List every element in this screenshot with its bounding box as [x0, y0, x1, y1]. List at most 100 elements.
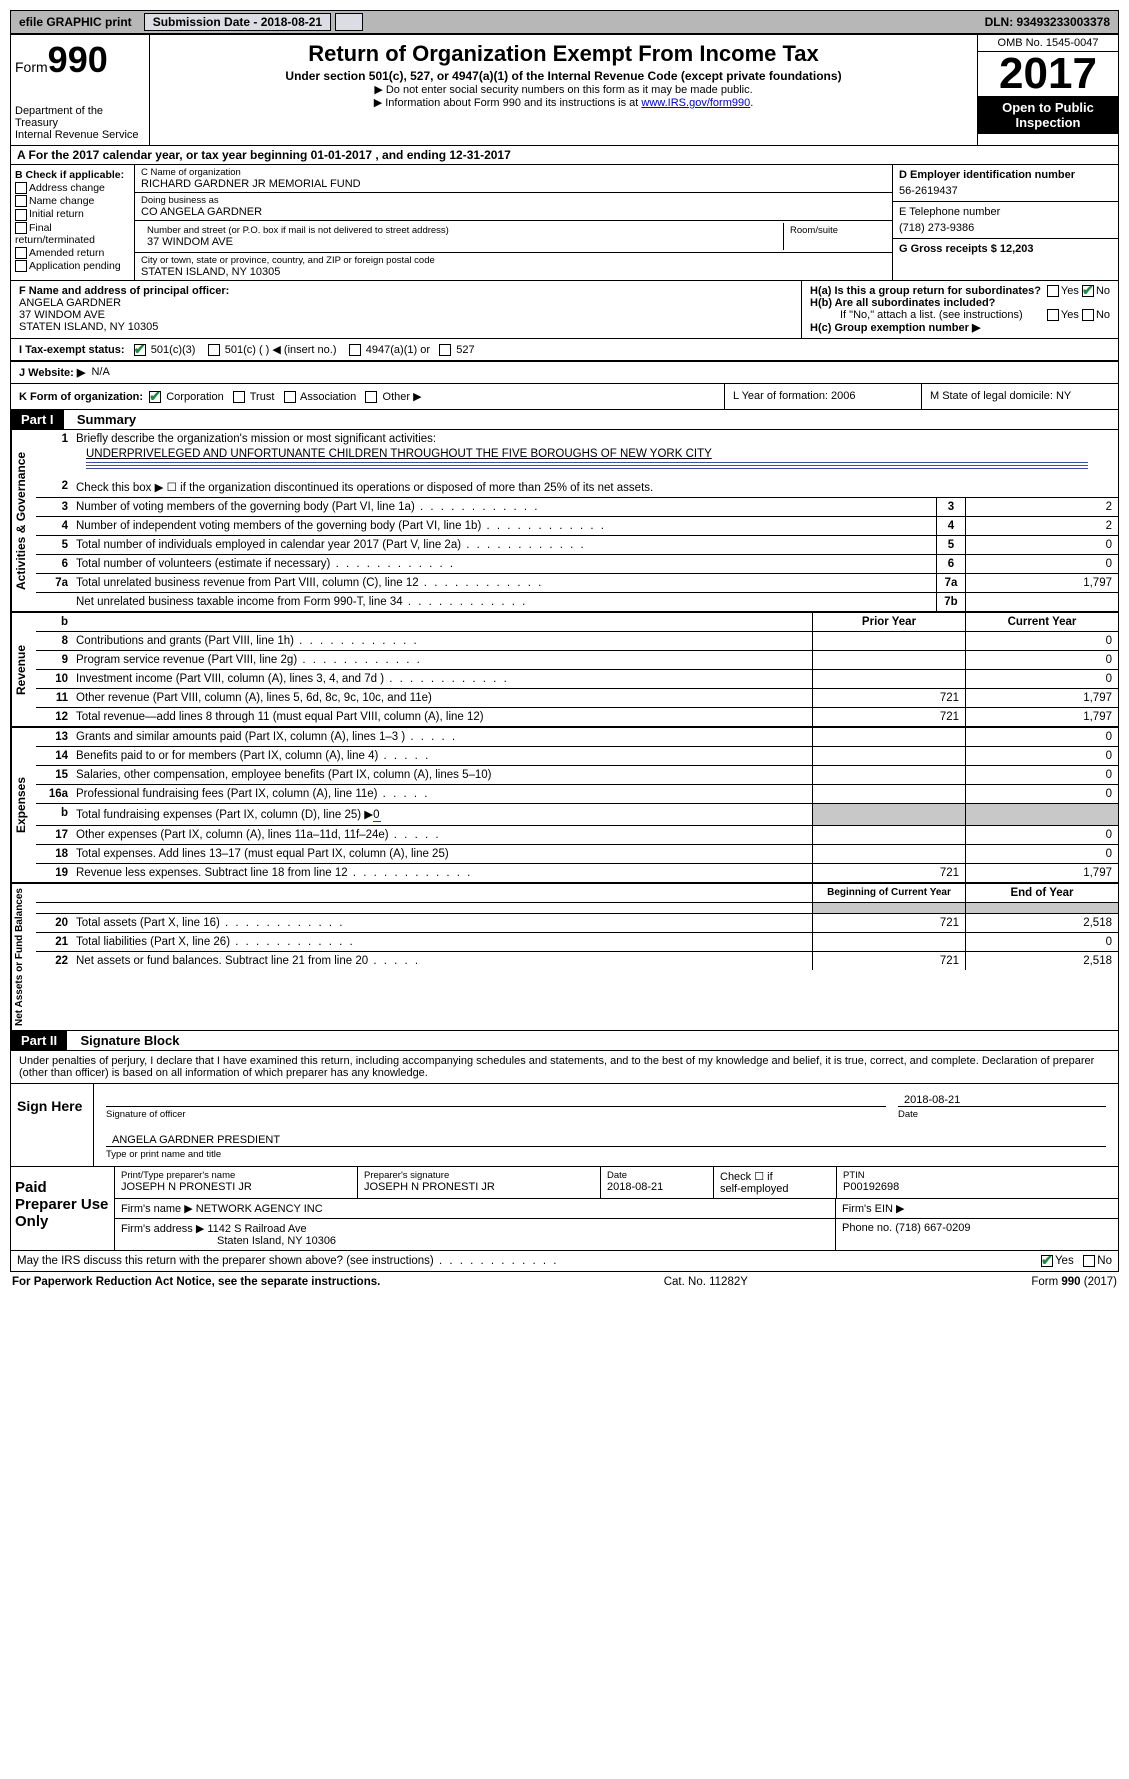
line11: Other revenue (Part VIII, column (A), li… — [72, 689, 812, 707]
hb-label: H(b) Are all subordinates included? — [810, 297, 995, 309]
phone-value: (718) 273-9386 — [899, 222, 1112, 234]
line9: Program service revenue (Part VIII, line… — [72, 651, 812, 669]
firm-ein-label: Firm's EIN ▶ — [836, 1199, 1118, 1218]
prior-year-header: Prior Year — [812, 613, 965, 631]
tax-year: 2017 — [978, 52, 1118, 96]
website-label: J Website: ▶ — [19, 366, 85, 379]
phone-label: E Telephone number — [899, 206, 1112, 218]
hc-label: H(c) Group exemption number ▶ — [810, 322, 980, 334]
state-domicile: M State of legal domicile: NY — [922, 384, 1118, 409]
line7b: Net unrelated business taxable income fr… — [72, 593, 936, 611]
line6: Total number of volunteers (estimate if … — [72, 555, 936, 573]
gross-receipts: G Gross receipts $ 12,203 — [899, 243, 1112, 255]
527-checkbox[interactable] — [439, 344, 451, 356]
paid-preparer-label: Paid Preparer Use Only — [11, 1167, 115, 1250]
expenses-section-label: Expenses — [11, 728, 36, 882]
name-change-checkbox[interactable] — [15, 195, 27, 207]
cat-no: Cat. No. 11282Y — [664, 1276, 748, 1288]
website-value: N/A — [91, 366, 109, 379]
officer-sig-caption: Signature of officer — [100, 1109, 892, 1120]
line8: Contributions and grants (Part VIII, lin… — [72, 632, 812, 650]
line5-value: 0 — [965, 536, 1118, 554]
perjury-statement: Under penalties of perjury, I declare th… — [11, 1050, 1118, 1083]
form-title-block: Return of Organization Exempt From Incom… — [150, 35, 978, 145]
form-footer: Form 990 (2017) — [1031, 1276, 1117, 1288]
line15: Salaries, other compensation, employee b… — [72, 766, 812, 784]
line10: Investment income (Part VIII, column (A)… — [72, 670, 812, 688]
section-b: B Check if applicable: Address change Na… — [11, 165, 135, 280]
ssn-note: ▶ Do not enter social security numbers o… — [158, 83, 969, 96]
org-name-value: RICHARD GARDNER JR MEMORIAL FUND — [141, 178, 886, 190]
irs-discuss: May the IRS discuss this return with the… — [17, 1255, 558, 1267]
beg-year-header: Beginning of Current Year — [812, 884, 965, 902]
hb-yes-checkbox[interactable] — [1047, 309, 1059, 321]
dba-label: Doing business as — [141, 195, 886, 206]
paperwork-notice: For Paperwork Reduction Act Notice, see … — [12, 1276, 380, 1288]
sig-date-caption: Date — [892, 1109, 1112, 1120]
firm-phone: Phone no. (718) 667-0209 — [836, 1219, 1118, 1250]
year-block: OMB No. 1545-0047 2017 Open to Public In… — [978, 35, 1118, 145]
officer-name-caption: Type or print name and title — [100, 1149, 1112, 1160]
part1-title: Summary — [67, 412, 136, 427]
application-pending-checkbox[interactable] — [15, 260, 27, 272]
revenue-section-label: Revenue — [11, 613, 36, 726]
discuss-yes-checkbox[interactable] — [1041, 1255, 1053, 1267]
sig-date-line: 2018-08-21 — [898, 1090, 1106, 1107]
ein-value: 56-2619437 — [899, 185, 1112, 197]
501c-checkbox[interactable] — [208, 344, 220, 356]
line2: Check this box ▶ ☐ if the organization d… — [72, 477, 1118, 497]
501c3-checkbox[interactable] — [134, 344, 146, 356]
org-name-label: C Name of organization — [141, 167, 886, 178]
hb-no-checkbox[interactable] — [1082, 309, 1094, 321]
line13: Grants and similar amounts paid (Part IX… — [72, 728, 812, 746]
officer-name: ANGELA GARDNER — [19, 297, 793, 309]
line17: Other expenses (Part IX, column (A), lin… — [72, 826, 812, 844]
line7a: Total unrelated business revenue from Pa… — [72, 574, 936, 592]
discuss-no-checkbox[interactable] — [1083, 1255, 1095, 1267]
line22: Net assets or fund balances. Subtract li… — [72, 952, 812, 970]
ha-no-checkbox[interactable] — [1082, 285, 1094, 297]
ein-label: D Employer identification number — [899, 169, 1112, 181]
line7b-value — [965, 593, 1118, 611]
line4: Number of independent voting members of … — [72, 517, 936, 535]
end-year-header: End of Year — [965, 884, 1118, 902]
firm-address2: Staten Island, NY 10306 — [121, 1235, 829, 1247]
other-checkbox[interactable] — [365, 391, 377, 403]
officer-street: 37 WINDOM AVE — [19, 309, 793, 321]
preparer-name: JOSEPH N PRONESTI JR — [121, 1181, 351, 1193]
address-change-checkbox[interactable] — [15, 182, 27, 194]
open-to-public: Open to Public Inspection — [978, 96, 1118, 134]
line12: Total revenue—add lines 8 through 11 (mu… — [72, 708, 812, 726]
corp-checkbox[interactable] — [149, 391, 161, 403]
submission-date-button[interactable]: Submission Date - 2018-08-21 — [144, 13, 331, 31]
current-year-header: Current Year — [965, 613, 1118, 631]
city-label: City or town, state or province, country… — [141, 255, 886, 266]
dln-label: DLN: 93493233003378 — [977, 15, 1118, 29]
assoc-checkbox[interactable] — [284, 391, 296, 403]
dept-label: Department of the Treasury Internal Reve… — [15, 105, 145, 141]
trust-checkbox[interactable] — [233, 391, 245, 403]
amended-return-checkbox[interactable] — [15, 247, 27, 259]
room-label: Room/suite — [784, 223, 886, 250]
instructions-link[interactable]: www.IRS.gov/form990 — [641, 97, 750, 109]
line-a: A For the 2017 calendar year, or tax yea… — [11, 145, 1118, 164]
mission-value: UNDERPRIVELEGED AND UNFORTUNANTE CHILDRE… — [36, 448, 1118, 460]
gov-section-label: Activities & Governance — [11, 430, 36, 611]
top-toolbar: efile GRAPHIC print Submission Date - 20… — [10, 10, 1119, 34]
preparer-signature: JOSEPH N PRONESTI JR — [364, 1181, 594, 1193]
line5: Total number of individuals employed in … — [72, 536, 936, 554]
line7a-value: 1,797 — [965, 574, 1118, 592]
line21: Total liabilities (Part X, line 26) — [72, 933, 812, 951]
blank-button[interactable] — [335, 13, 363, 31]
initial-return-checkbox[interactable] — [15, 209, 27, 221]
section-f: F Name and address of principal officer:… — [11, 281, 802, 338]
form-subtitle: Under section 501(c), 527, or 4947(a)(1)… — [158, 69, 969, 83]
officer-signature-line[interactable] — [106, 1090, 886, 1107]
net-assets-section-label: Net Assets or Fund Balances — [11, 884, 36, 1030]
final-return-checkbox[interactable] — [15, 222, 27, 234]
city-value: STATEN ISLAND, NY 10305 — [141, 266, 886, 278]
ha-yes-checkbox[interactable] — [1047, 285, 1059, 297]
b-label: B Check if applicable: — [15, 169, 130, 181]
street-label: Number and street (or P.O. box if mail i… — [147, 225, 777, 236]
4947-checkbox[interactable] — [349, 344, 361, 356]
